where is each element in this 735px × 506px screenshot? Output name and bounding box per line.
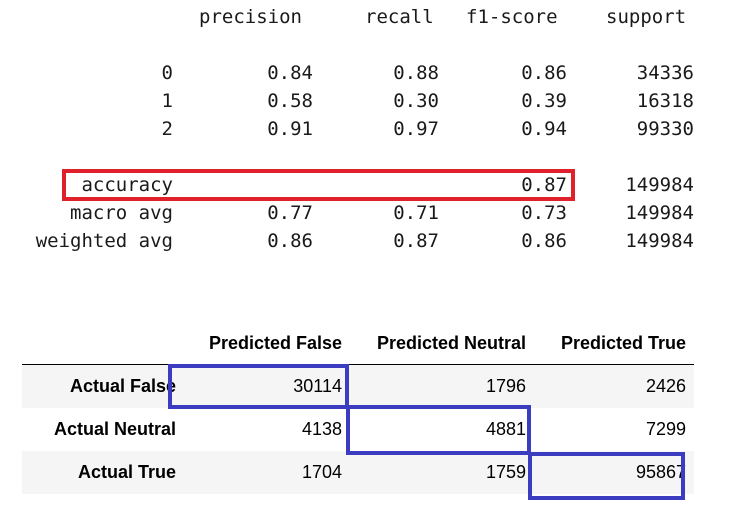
report-f1-score: 0.86 [521, 230, 567, 252]
column-header-predicted-true: Predicted True [534, 322, 694, 365]
report-precision: 0.58 [267, 90, 313, 112]
report-f1-score: 0.94 [521, 118, 567, 140]
matrix-cell: 1759 [485, 462, 526, 482]
report-recall: 0.87 [393, 230, 439, 252]
report-f1-score: 0.86 [521, 62, 567, 84]
report-recall: 0.71 [393, 202, 439, 224]
report-recall: 0.97 [393, 118, 439, 140]
report-support: 16318 [636, 90, 694, 112]
column-header-predicted-neutral: Predicted Neutral [350, 322, 534, 365]
report-row-label: 0 [161, 62, 173, 84]
report-precision: 0.84 [267, 62, 313, 84]
confusion-matrix-table: Predicted False Predicted Neutral Predic… [22, 322, 694, 494]
column-header-predicted-false: Predicted False [184, 322, 350, 365]
report-f1-score: 0.39 [521, 90, 567, 112]
report-precision: 0.91 [267, 118, 313, 140]
diagonal-highlight-box [346, 405, 531, 455]
matrix-cell: 4138 [301, 419, 342, 439]
matrix-cell: 2426 [645, 376, 686, 396]
report-recall: 0.88 [393, 62, 439, 84]
corner-header-cell [22, 322, 184, 365]
report-accuracy-support: 149984 [625, 174, 694, 196]
matrix-cell: 1704 [301, 462, 342, 482]
row-header-actual-neutral: Actual Neutral [53, 419, 176, 439]
report-support: 149984 [625, 230, 694, 252]
report-accuracy-f1-score: 0.87 [521, 174, 567, 196]
report-support: 34336 [636, 62, 694, 84]
matrix-cell: 1796 [485, 376, 526, 396]
report-header-support: support [606, 6, 687, 28]
report-header-precision: precision [199, 6, 302, 28]
row-header-actual-true: Actual True [77, 462, 176, 482]
report-row-label: 2 [161, 118, 173, 140]
report-header-f1-score: f1-score [466, 6, 558, 28]
diagonal-highlight-box [528, 452, 685, 500]
table-header-row: Predicted False Predicted Neutral Predic… [22, 322, 694, 365]
report-row-label: 1 [161, 90, 173, 112]
matrix-cell: 30114 [293, 376, 342, 396]
report-support: 149984 [625, 202, 694, 224]
table-row: Actual Neutral 4138 4881 7299 [22, 408, 694, 451]
report-support: 99330 [636, 118, 694, 140]
report-row-label: macro avg [70, 202, 173, 224]
report-recall: 0.30 [393, 90, 439, 112]
report-header-recall: recall [365, 6, 434, 28]
report-precision: 0.77 [267, 202, 313, 224]
accuracy-highlight-box [62, 169, 575, 201]
matrix-cell: 7299 [645, 419, 686, 439]
matrix-cell: 4881 [485, 419, 526, 439]
table-row: Actual True 1704 1759 95867 [22, 451, 694, 494]
report-row-label: weighted avg [35, 230, 173, 252]
report-accuracy-label: accuracy [81, 174, 173, 196]
diagonal-highlight-box [168, 364, 349, 409]
report-precision: 0.86 [267, 230, 313, 252]
table-row: Actual False 30114 1796 2426 [22, 364, 694, 408]
row-header-actual-false: Actual False [69, 376, 176, 396]
report-f1-score: 0.73 [521, 202, 567, 224]
matrix-cell: 95867 [635, 462, 686, 482]
